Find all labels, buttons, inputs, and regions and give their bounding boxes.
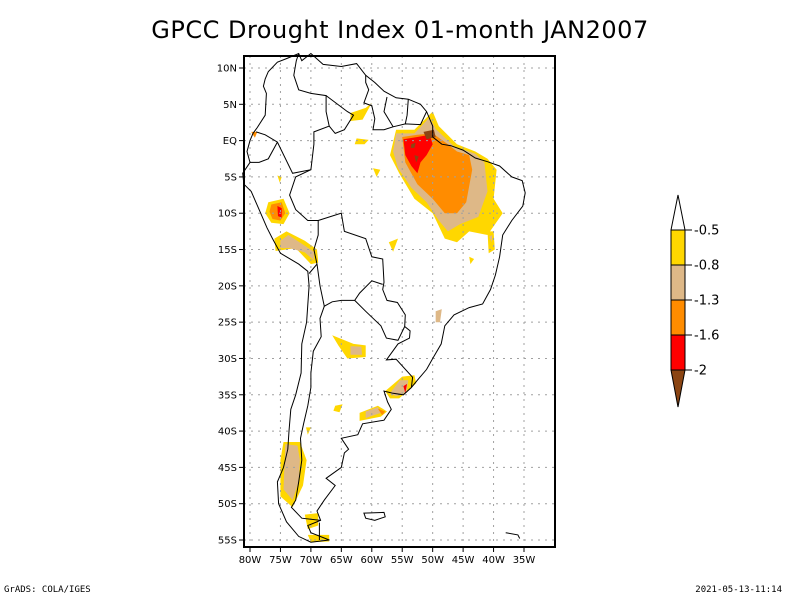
drought-region-3 (403, 134, 433, 174)
lon-tick-label: 65W (330, 555, 353, 566)
lat-tick-label: 35S (218, 390, 237, 401)
country-border (316, 264, 383, 307)
drought-region-18 (489, 235, 493, 243)
country-border (325, 95, 355, 135)
lat-tick-label: EQ (223, 136, 237, 147)
drought-region-24 (403, 383, 408, 394)
drought-region-6 (414, 155, 419, 163)
lon-tick-label: 35W (513, 555, 536, 566)
country-border (383, 96, 394, 128)
drought-region-32 (283, 444, 300, 501)
grads-credit: GrADS: COLA/IGES (4, 585, 91, 595)
drought-region-13 (354, 138, 369, 145)
country-border (290, 306, 325, 521)
drought-region-14 (373, 168, 381, 177)
colorbar-label: -2 (694, 364, 707, 379)
colorbar-label: -1.6 (694, 329, 719, 344)
lon-tick-label: 75W (269, 555, 292, 566)
lon-tick-label: 55W (391, 555, 414, 566)
drought-region-29 (333, 404, 343, 413)
south-america-coastline (242, 52, 526, 543)
lat-tick-label: 5S (224, 172, 237, 183)
drought-region-12 (350, 102, 372, 121)
coastlines-borders (242, 52, 526, 543)
falkland-islands (363, 511, 386, 521)
drought-region-25 (435, 309, 442, 323)
lat-tick-label: 15S (218, 245, 237, 256)
drought-region-21 (350, 346, 362, 355)
drought-region-5 (410, 142, 416, 148)
longitude-axis: 80W 75W 70W 65W 60W 55W 50W 45W 40W 35W (239, 547, 536, 566)
country-border (363, 75, 428, 131)
drought-shading (251, 102, 503, 543)
drought-region-11 (280, 235, 314, 261)
colorbar-label: -1.3 (694, 294, 719, 309)
colorbar-upper-arrow (670, 194, 686, 231)
lon-tick-label: 50W (421, 555, 444, 566)
drought-region-33 (304, 513, 319, 530)
colorbar-swatch (670, 299, 686, 336)
lat-tick-label: 45S (218, 463, 237, 474)
lon-tick-label: 45W (452, 555, 475, 566)
lon-tick-label: 70W (300, 555, 323, 566)
south-georgia (505, 532, 521, 539)
lat-tick-label: 50S (218, 499, 237, 510)
lon-tick-label: 60W (360, 555, 383, 566)
colorbar-lower-arrow (670, 369, 686, 408)
drought-region-23 (390, 380, 409, 397)
drought-region-27 (365, 407, 381, 418)
latitude-axis: 10N 5N EQ 5S 10S 15S 20S 25S 30S 35S 40S 45S 50S 55S (217, 64, 244, 547)
lat-tick-label: 20S (218, 281, 237, 292)
lat-tick-label: 10S (218, 209, 237, 220)
lat-tick-label: 40S (218, 427, 237, 438)
lat-tick-label: 55S (218, 536, 237, 547)
lon-tick-label: 40W (482, 555, 505, 566)
colorbar-label: -0.8 (694, 259, 719, 274)
timestamp: 2021-05-13-11:14 (695, 585, 782, 595)
drought-region-9 (277, 206, 282, 218)
map-title: GPCC Drought Index 01-month JAN2007 (151, 16, 649, 44)
lat-tick-label: 10N (217, 64, 237, 75)
colorbar-label: -0.5 (694, 224, 719, 239)
drought-region-28 (377, 408, 386, 416)
country-border (318, 212, 414, 388)
country-border (250, 141, 278, 163)
lat-tick-label: 5N (223, 100, 237, 111)
drought-region-15 (388, 238, 398, 252)
country-border (354, 300, 406, 341)
country-border (404, 99, 409, 125)
map-frame (243, 55, 556, 548)
colorbar-swatch (670, 229, 686, 266)
drought-region-19 (469, 256, 475, 265)
colorbar-swatch (670, 334, 686, 371)
country-border (289, 169, 319, 274)
lat-tick-label: 30S (218, 354, 237, 365)
country-border (255, 53, 330, 174)
drought-region-17 (487, 231, 495, 254)
colorbar-swatch (670, 264, 686, 301)
lon-tick-label: 80W (239, 555, 262, 566)
lat-tick-label: 25S (218, 318, 237, 329)
gridlines (244, 56, 555, 547)
colorbar: -0.5 -0.8 -1.3 -1.6 -2 (670, 194, 719, 408)
